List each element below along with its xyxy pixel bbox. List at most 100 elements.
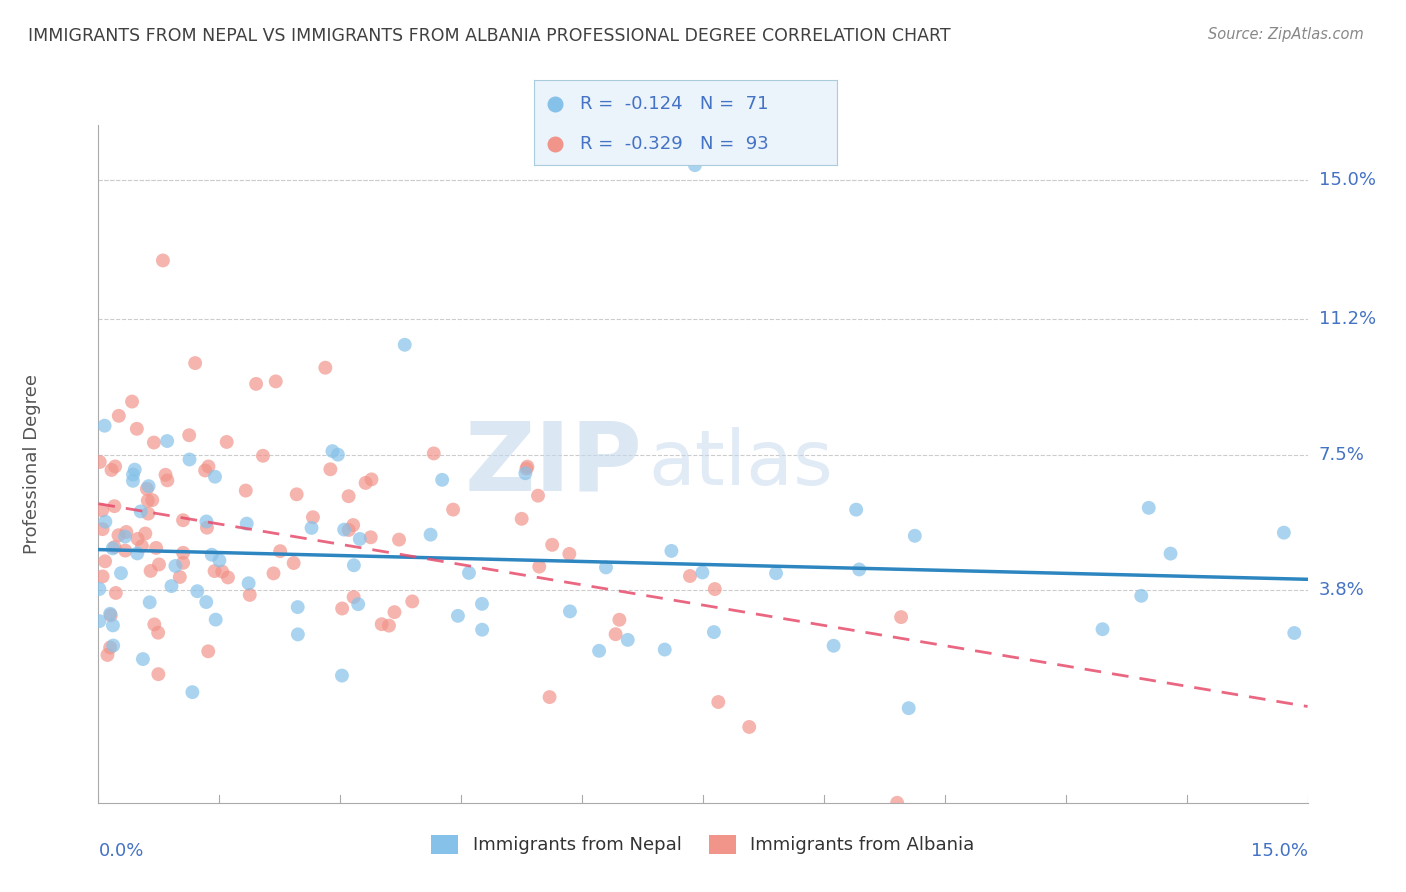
Point <box>538 690 561 704</box>
Point <box>139 564 162 578</box>
Point <box>141 493 163 508</box>
Point <box>471 597 494 611</box>
Point <box>91 503 114 517</box>
Point <box>91 569 114 583</box>
Point <box>287 600 309 615</box>
Point <box>104 459 127 474</box>
Point <box>360 530 382 544</box>
Text: Source: ZipAtlas.com: Source: ZipAtlas.com <box>1208 27 1364 42</box>
Point <box>208 553 231 567</box>
Point <box>692 566 714 580</box>
Point <box>148 558 170 572</box>
Point <box>204 613 226 627</box>
Point <box>172 513 194 527</box>
Point <box>588 644 610 658</box>
Point <box>422 446 444 460</box>
Point <box>114 543 136 558</box>
Point <box>330 601 353 615</box>
Point <box>347 597 370 611</box>
Point <box>93 418 115 433</box>
Point <box>287 627 309 641</box>
Point <box>204 469 226 483</box>
Point <box>100 608 122 623</box>
Point <box>1284 626 1306 640</box>
Point <box>148 667 170 681</box>
Point <box>172 546 194 560</box>
Legend: Immigrants from Nepal, Immigrants from Albania: Immigrants from Nepal, Immigrants from A… <box>425 828 981 862</box>
Point <box>94 554 117 568</box>
Point <box>98 640 121 655</box>
Point <box>333 523 356 537</box>
Point <box>145 541 167 555</box>
Point <box>683 158 706 172</box>
Point <box>269 544 291 558</box>
Point <box>239 588 262 602</box>
Point <box>121 394 143 409</box>
Point <box>707 695 730 709</box>
Text: IMMIGRANTS FROM NEPAL VS IMMIGRANTS FROM ALBANIA PROFESSIONAL DEGREE CORRELATION: IMMIGRANTS FROM NEPAL VS IMMIGRANTS FROM… <box>28 27 950 45</box>
Point <box>703 625 725 640</box>
Point <box>101 618 124 632</box>
Point <box>103 639 125 653</box>
Point <box>285 487 308 501</box>
Point <box>319 462 342 476</box>
Point <box>360 472 382 486</box>
Point <box>384 605 406 619</box>
Point <box>156 474 179 488</box>
Text: 15.0%: 15.0% <box>1319 171 1375 189</box>
Point <box>197 644 219 658</box>
Point <box>98 607 121 621</box>
Point <box>890 610 912 624</box>
Point <box>195 595 218 609</box>
Point <box>134 526 156 541</box>
Point <box>136 507 159 521</box>
Point <box>605 627 627 641</box>
Text: 3.8%: 3.8% <box>1319 582 1364 599</box>
Point <box>181 685 204 699</box>
Point <box>152 253 174 268</box>
Point <box>91 522 114 536</box>
Point <box>122 474 145 488</box>
Point <box>110 566 132 581</box>
Point <box>848 562 870 576</box>
Point <box>235 483 257 498</box>
Point <box>89 614 111 628</box>
Point <box>124 463 146 477</box>
Text: Professional Degree: Professional Degree <box>22 374 41 554</box>
Point <box>184 356 207 370</box>
Point <box>510 512 533 526</box>
Point <box>1091 622 1114 636</box>
Point <box>215 434 238 449</box>
Point <box>430 473 453 487</box>
Text: 15.0%: 15.0% <box>1250 842 1308 860</box>
Point <box>107 409 129 423</box>
Point <box>544 136 567 151</box>
Point <box>143 617 166 632</box>
Point <box>104 586 127 600</box>
Point <box>679 569 702 583</box>
Point <box>1130 589 1153 603</box>
Point <box>165 558 187 573</box>
Point <box>458 566 481 580</box>
Point <box>264 375 287 389</box>
Point <box>179 452 201 467</box>
Point <box>302 510 325 524</box>
Point <box>138 479 160 493</box>
Point <box>515 461 537 475</box>
Point <box>394 337 416 351</box>
Point <box>115 524 138 539</box>
Point <box>94 515 117 529</box>
Point <box>314 360 336 375</box>
Point <box>201 548 224 562</box>
Point <box>471 623 494 637</box>
Point <box>235 516 257 531</box>
Point <box>89 582 111 596</box>
Point <box>419 527 441 541</box>
Point <box>156 434 179 448</box>
Point <box>217 570 239 584</box>
Point <box>378 618 401 632</box>
Point <box>349 532 371 546</box>
Point <box>195 515 218 529</box>
Point <box>103 499 125 513</box>
Point <box>252 449 274 463</box>
